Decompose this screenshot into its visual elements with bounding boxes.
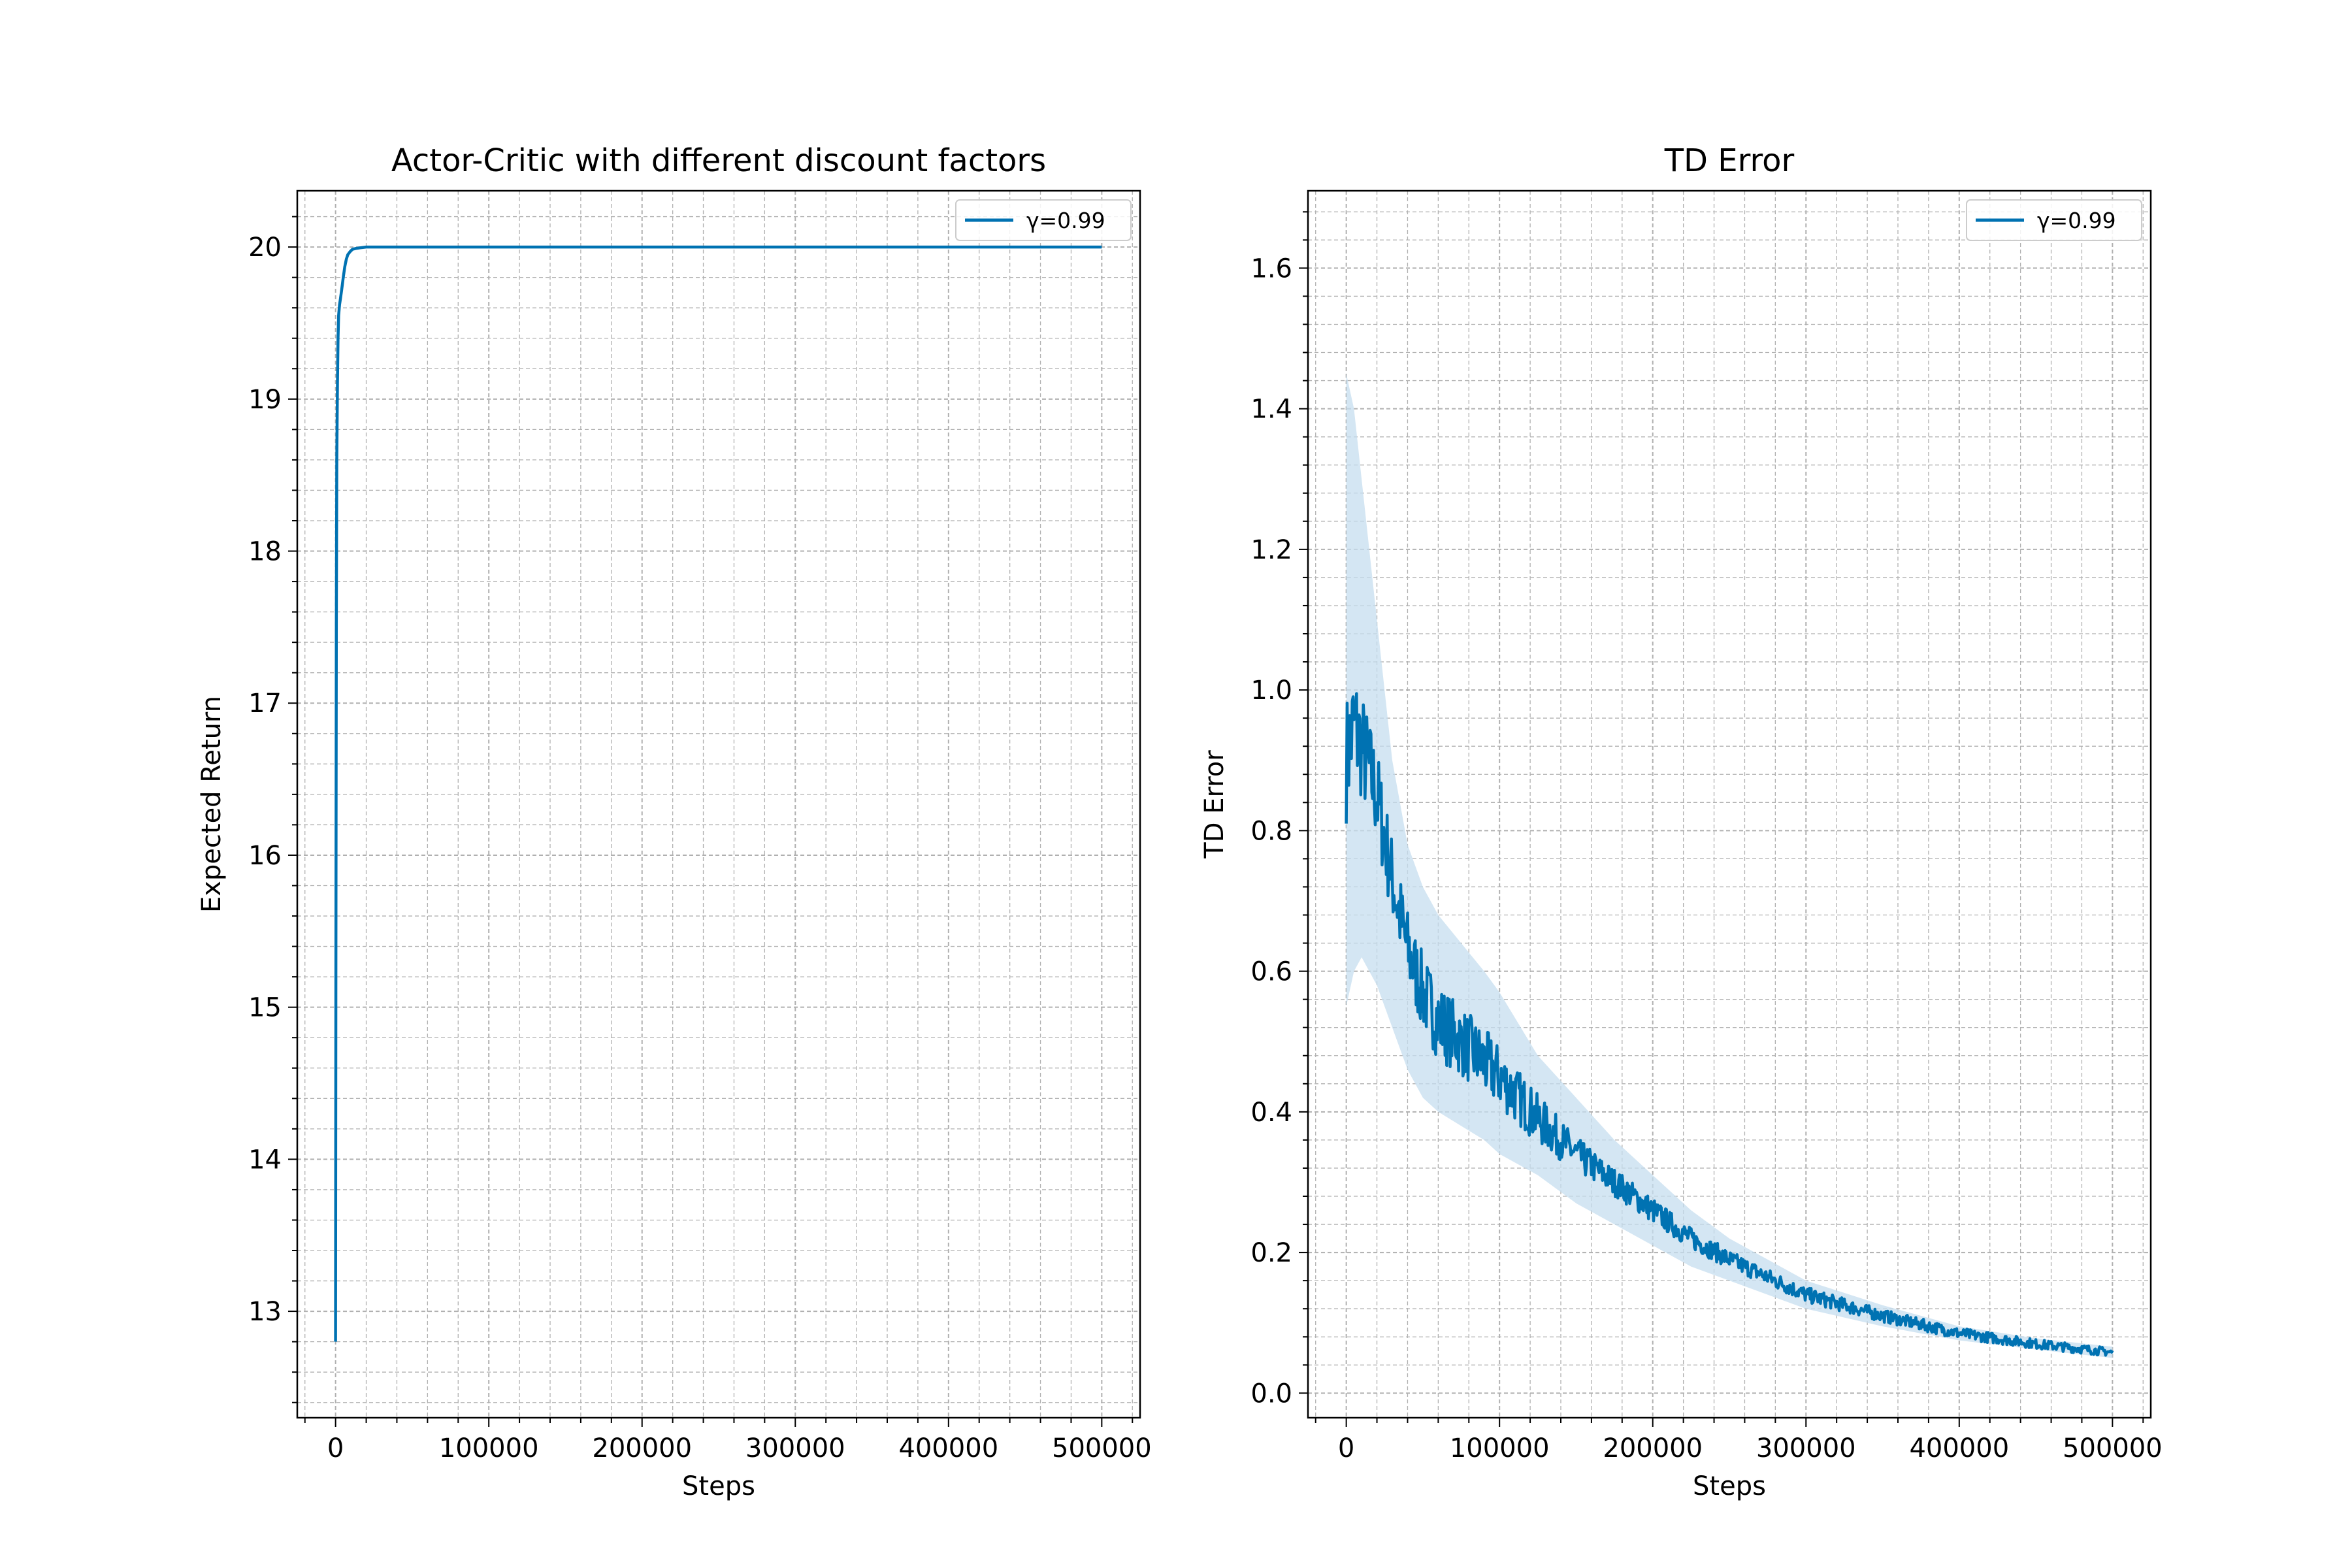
x-tick-label: 200000 <box>1603 1433 1703 1463</box>
x-tick-label: 0 <box>327 1433 344 1463</box>
y-axis-label: TD Error <box>1200 750 1230 859</box>
x-axis-label: Steps <box>1693 1471 1766 1501</box>
x-tick-label: 500000 <box>1052 1433 1152 1463</box>
x-tick-label: 400000 <box>1909 1433 2009 1463</box>
grid <box>1308 191 2151 1418</box>
x-tick-label: 0 <box>1338 1433 1354 1463</box>
legend-entry-label: γ=0.99 <box>2037 208 2116 233</box>
x-tick-label: 400000 <box>898 1433 998 1463</box>
series-line <box>334 245 1102 1342</box>
y-tick-label: 14 <box>248 1145 282 1175</box>
series-layer <box>334 245 1102 1342</box>
expected-return-panel: 0 100000 200000 300000 400000 500000 13 14 15 16 1… <box>197 142 1152 1501</box>
y-tick-label: 1.0 <box>1250 676 1292 706</box>
x-tick-label: 100000 <box>439 1433 539 1463</box>
legend-entry-label: γ=0.99 <box>1026 208 1105 233</box>
chart-title: Actor-Critic with different discount fac… <box>391 142 1046 179</box>
y-tick-label: 16 <box>248 841 282 871</box>
y-tick-label: 0.4 <box>1250 1098 1292 1128</box>
x-axis-label: Steps <box>682 1471 755 1501</box>
y-tick-label: 1.6 <box>1250 253 1292 284</box>
y-tick-label: 18 <box>248 537 282 567</box>
y-tick-label: 19 <box>248 385 282 415</box>
y-tick-label: 0.2 <box>1250 1238 1292 1268</box>
y-tick-label: 15 <box>248 993 282 1023</box>
y-tick-label: 0.8 <box>1250 816 1292 846</box>
y-tick-label: 13 <box>248 1297 282 1327</box>
series-line <box>1345 692 2114 1357</box>
y-tick-label: 0.6 <box>1250 957 1292 987</box>
x-tick-label: 300000 <box>745 1433 845 1463</box>
td-error-panel: 0 100000 200000 300000 400000 500000 0.0 0.2 0.4… <box>1200 142 2163 1501</box>
legend-box <box>1966 199 2142 241</box>
chart-title: TD Error <box>1664 142 1795 179</box>
series-layer <box>1345 692 2114 1357</box>
x-tick-label: 200000 <box>592 1433 692 1463</box>
y-tick-label: 17 <box>248 689 282 719</box>
tick-layer: 0 100000 200000 300000 400000 500000 13 14 15 16 1… <box>248 216 1152 1463</box>
x-tick-label: 300000 <box>1756 1433 1856 1463</box>
y-axis-label: Expected Return <box>197 696 227 913</box>
x-tick-label: 100000 <box>1450 1433 1550 1463</box>
legend: γ=0.99 <box>1966 199 2142 241</box>
legend: γ=0.99 <box>955 199 1132 241</box>
tick-layer: 0 100000 200000 300000 400000 500000 0.0 0.2 0.4… <box>1250 211 2163 1463</box>
x-tick-label: 500000 <box>2063 1433 2163 1463</box>
legend-box <box>955 199 1132 241</box>
plot-frame <box>296 189 1141 1419</box>
plot-frame <box>1307 189 2152 1419</box>
y-tick-label: 0.0 <box>1250 1379 1292 1409</box>
y-tick-label: 1.4 <box>1250 395 1292 425</box>
y-tick-label: 20 <box>248 233 282 263</box>
y-tick-label: 1.2 <box>1250 535 1292 565</box>
